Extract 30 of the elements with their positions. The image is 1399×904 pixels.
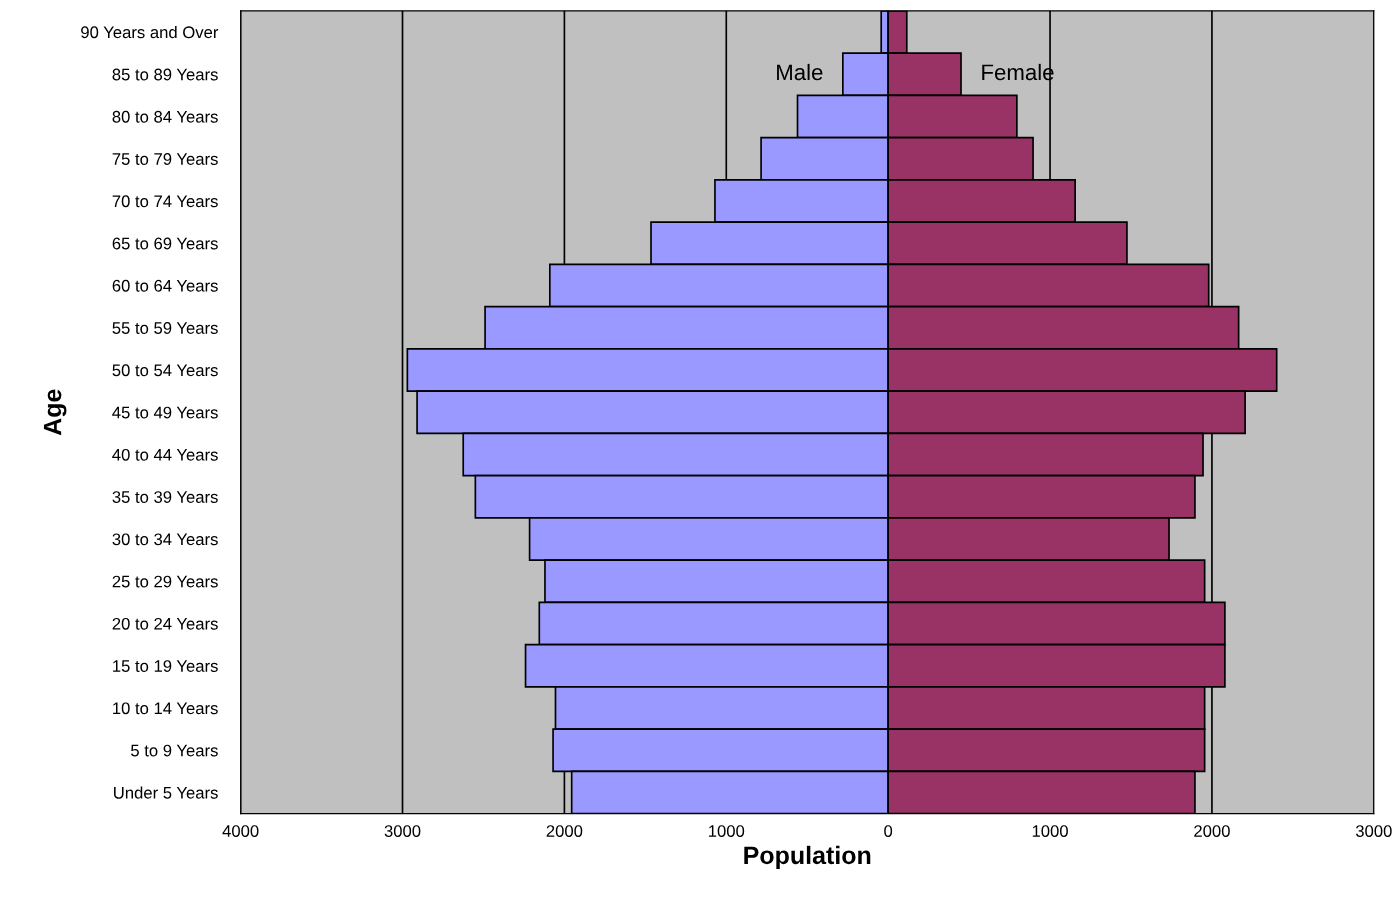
series-label: Male xyxy=(777,63,823,81)
y-tick-label: 50 to 54 Years xyxy=(112,364,218,377)
y-tick-label: 75 to 79 Years xyxy=(112,153,218,165)
y-tick-label: 40 to 44 Years xyxy=(112,448,218,461)
y-axis-title: Age xyxy=(43,389,67,436)
x-tick-label: 1000 xyxy=(1032,825,1068,837)
y-tick-label: 5 to 9 Years xyxy=(131,744,218,757)
y-tick-label: Under 5 Years xyxy=(114,786,218,799)
y-tick-label: 45 to 49 Years xyxy=(112,406,218,419)
y-tick-label: 25 to 29 Years xyxy=(112,575,218,588)
y-tick-label: 30 to 34 Years xyxy=(112,533,218,546)
y-tick-label: 35 to 39 Years xyxy=(112,491,218,503)
x-tick-label: 1000 xyxy=(709,825,745,837)
y-tick-label: 65 to 69 Years xyxy=(112,237,218,250)
y-tick-label: 55 to 59 Years xyxy=(112,322,218,334)
y-tick-label: 85 to 89 Years xyxy=(112,68,218,81)
y-tick-label: 90 Years and Over xyxy=(81,25,219,39)
x-tick-label: 2000 xyxy=(1194,825,1230,837)
y-tick-label: 60 to 64 Years xyxy=(112,279,218,292)
x-tick-label: 2000 xyxy=(546,825,583,837)
y-tick-label: 10 to 14 Years xyxy=(113,702,218,715)
x-tick-label: 3000 xyxy=(1355,825,1392,837)
y-tick-label: 20 to 24 Years xyxy=(112,617,218,630)
y-tick-label: 15 to 19 Years xyxy=(113,660,218,672)
x-tick-label: 3000 xyxy=(384,825,421,837)
x-tick-label: 4000 xyxy=(222,825,259,837)
x-axis-title: Population xyxy=(744,845,871,870)
y-tick-label: 70 to 74 Years xyxy=(112,195,218,208)
y-tick-label: 80 to 84 Years xyxy=(112,110,218,123)
x-tick-label: 0 xyxy=(884,825,893,837)
